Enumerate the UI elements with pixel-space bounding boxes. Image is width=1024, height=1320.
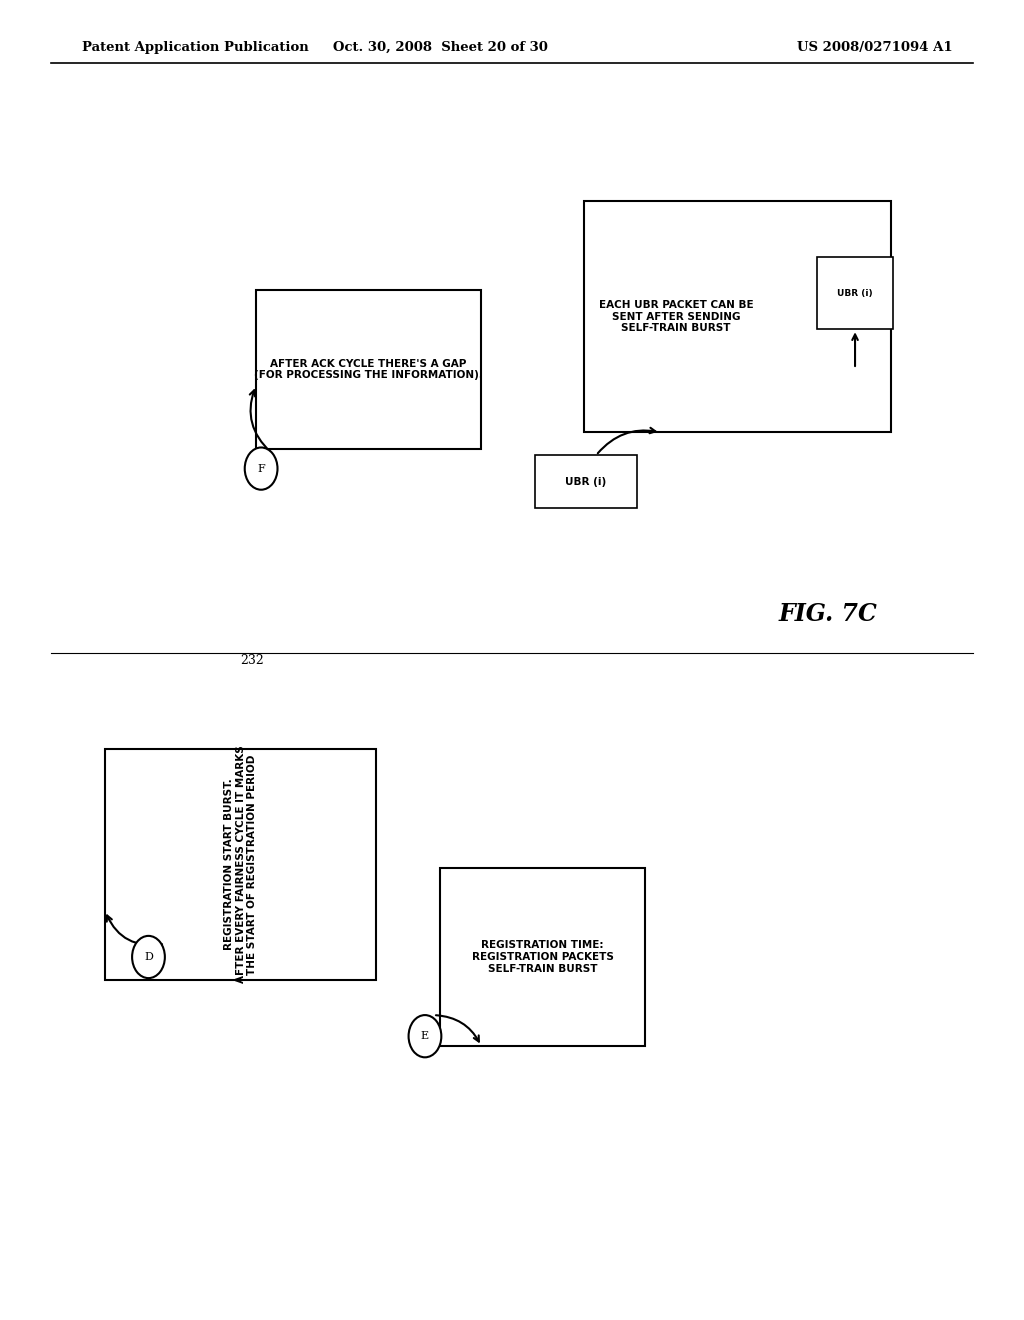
- Text: UBR (i): UBR (i): [565, 477, 606, 487]
- Circle shape: [409, 1015, 441, 1057]
- Circle shape: [132, 936, 165, 978]
- Text: AFTER ACK CYCLE THERE'S A GAP
(FOR PROCESSING THE INFORMATION).: AFTER ACK CYCLE THERE'S A GAP (FOR PROCE…: [254, 359, 483, 380]
- Text: EACH UBR PACKET CAN BE
SENT AFTER SENDING
SELF-TRAIN BURST: EACH UBR PACKET CAN BE SENT AFTER SENDIN…: [598, 300, 754, 334]
- Text: US 2008/0271094 A1: US 2008/0271094 A1: [797, 41, 952, 54]
- FancyBboxPatch shape: [817, 256, 893, 329]
- Text: 232: 232: [241, 653, 264, 667]
- Text: F: F: [257, 463, 265, 474]
- FancyBboxPatch shape: [535, 455, 637, 508]
- FancyBboxPatch shape: [440, 869, 645, 1045]
- FancyBboxPatch shape: [584, 202, 891, 433]
- Circle shape: [245, 447, 278, 490]
- Text: REGISTRATION TIME:
REGISTRATION PACKETS
SELF-TRAIN BURST: REGISTRATION TIME: REGISTRATION PACKETS …: [472, 940, 613, 974]
- Text: REGISTRATION START BURST.
AFTER EVERY FAIRNESS CYCLE IT MARKS
THE START OF REGIS: REGISTRATION START BURST. AFTER EVERY FA…: [224, 746, 257, 983]
- Text: E: E: [421, 1031, 429, 1041]
- FancyBboxPatch shape: [256, 290, 481, 449]
- Text: D: D: [144, 952, 153, 962]
- FancyBboxPatch shape: [104, 750, 377, 979]
- Text: FIG. 7C: FIG. 7C: [778, 602, 877, 626]
- Text: Patent Application Publication: Patent Application Publication: [82, 41, 308, 54]
- Text: Oct. 30, 2008  Sheet 20 of 30: Oct. 30, 2008 Sheet 20 of 30: [333, 41, 548, 54]
- Text: UBR (i): UBR (i): [838, 289, 872, 297]
